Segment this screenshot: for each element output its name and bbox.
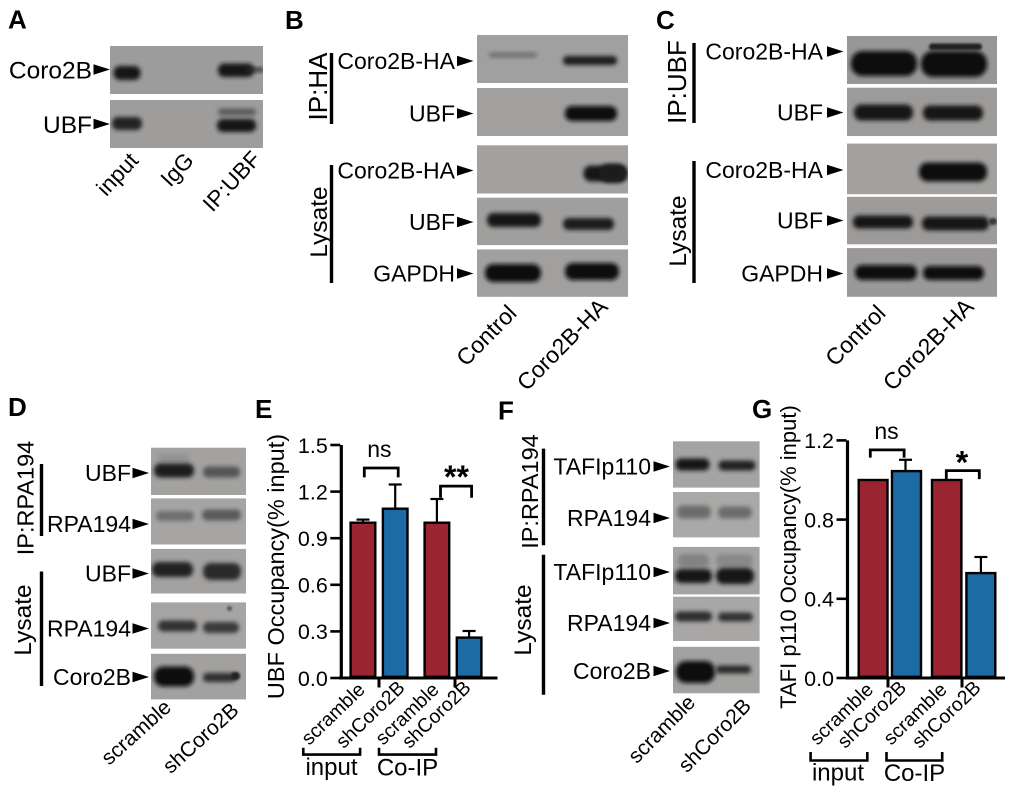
svg-text:RPA194: RPA194 bbox=[47, 616, 131, 642]
svg-text:Co-IP: Co-IP bbox=[884, 760, 945, 787]
svg-text:Coro2B: Coro2B bbox=[573, 658, 651, 684]
svg-text:input: input bbox=[812, 760, 864, 787]
svg-text:1.2: 1.2 bbox=[804, 429, 834, 453]
svg-text:TAFIp110: TAFIp110 bbox=[553, 454, 651, 480]
svg-text:IP:RPA194: IP:RPA194 bbox=[13, 441, 39, 556]
svg-text:UBF: UBF bbox=[85, 561, 131, 587]
svg-text:RPA194: RPA194 bbox=[567, 610, 651, 636]
svg-text:1.2: 1.2 bbox=[298, 480, 328, 504]
svg-text:TAFI p110 Occupancy(% input): TAFI p110 Occupancy(% input) bbox=[776, 405, 801, 709]
svg-text:RPA194: RPA194 bbox=[567, 505, 651, 531]
svg-text:Coro2B: Coro2B bbox=[53, 664, 131, 690]
svg-text:Lysate: Lysate bbox=[665, 195, 692, 266]
svg-text:IP:RPA194: IP:RPA194 bbox=[517, 434, 543, 549]
svg-text:TAFIp110: TAFIp110 bbox=[553, 559, 651, 585]
svg-text:G: G bbox=[752, 394, 772, 424]
svg-text:IP:HA: IP:HA bbox=[303, 52, 333, 121]
svg-text:UBF: UBF bbox=[409, 101, 455, 127]
svg-text:E: E bbox=[255, 394, 272, 424]
svg-text:UBF: UBF bbox=[777, 100, 823, 126]
svg-text:Coro2B-HA: Coro2B-HA bbox=[705, 39, 823, 65]
svg-text:GAPDH: GAPDH bbox=[741, 261, 823, 287]
svg-text:UBF: UBF bbox=[85, 460, 131, 486]
svg-text:0.0: 0.0 bbox=[804, 667, 834, 691]
svg-text:ns: ns bbox=[874, 418, 898, 444]
svg-text:Coro2B-HA: Coro2B-HA bbox=[337, 158, 455, 184]
svg-text:D: D bbox=[8, 392, 27, 422]
svg-text:ns: ns bbox=[367, 436, 391, 462]
svg-text:Coro2B: Coro2B bbox=[9, 57, 92, 84]
svg-text:F: F bbox=[498, 396, 514, 426]
svg-text:0.3: 0.3 bbox=[298, 620, 328, 644]
svg-text:A: A bbox=[8, 5, 27, 35]
svg-text:RPA194: RPA194 bbox=[47, 511, 131, 537]
svg-text:*: * bbox=[956, 444, 969, 480]
svg-text:B: B bbox=[285, 5, 304, 35]
svg-text:0.0: 0.0 bbox=[298, 667, 328, 691]
svg-text:0.8: 0.8 bbox=[804, 508, 834, 532]
svg-text:0.9: 0.9 bbox=[298, 527, 328, 551]
svg-text:0.6: 0.6 bbox=[298, 574, 328, 598]
svg-text:Lysate: Lysate bbox=[306, 186, 333, 257]
svg-text:UBF: UBF bbox=[43, 112, 92, 139]
svg-text:Lysate: Lysate bbox=[510, 584, 537, 655]
svg-text:UBF Occupancy(% input): UBF Occupancy(% input) bbox=[263, 434, 289, 699]
svg-text:Lysate: Lysate bbox=[10, 584, 37, 655]
svg-text:C: C bbox=[656, 5, 675, 35]
svg-text:0.4: 0.4 bbox=[804, 588, 834, 612]
svg-text:Coro2B-HA: Coro2B-HA bbox=[337, 48, 455, 74]
svg-text:1.5: 1.5 bbox=[298, 434, 328, 458]
svg-text:IP:UBF: IP:UBF bbox=[662, 40, 692, 124]
svg-text:UBF: UBF bbox=[409, 209, 455, 235]
svg-text:UBF: UBF bbox=[777, 208, 823, 234]
svg-text:Co-IP: Co-IP bbox=[377, 755, 438, 782]
svg-text:GAPDH: GAPDH bbox=[373, 261, 455, 287]
svg-text:input: input bbox=[305, 754, 357, 781]
svg-text:**: ** bbox=[444, 459, 469, 495]
svg-text:Coro2B-HA: Coro2B-HA bbox=[705, 157, 823, 183]
